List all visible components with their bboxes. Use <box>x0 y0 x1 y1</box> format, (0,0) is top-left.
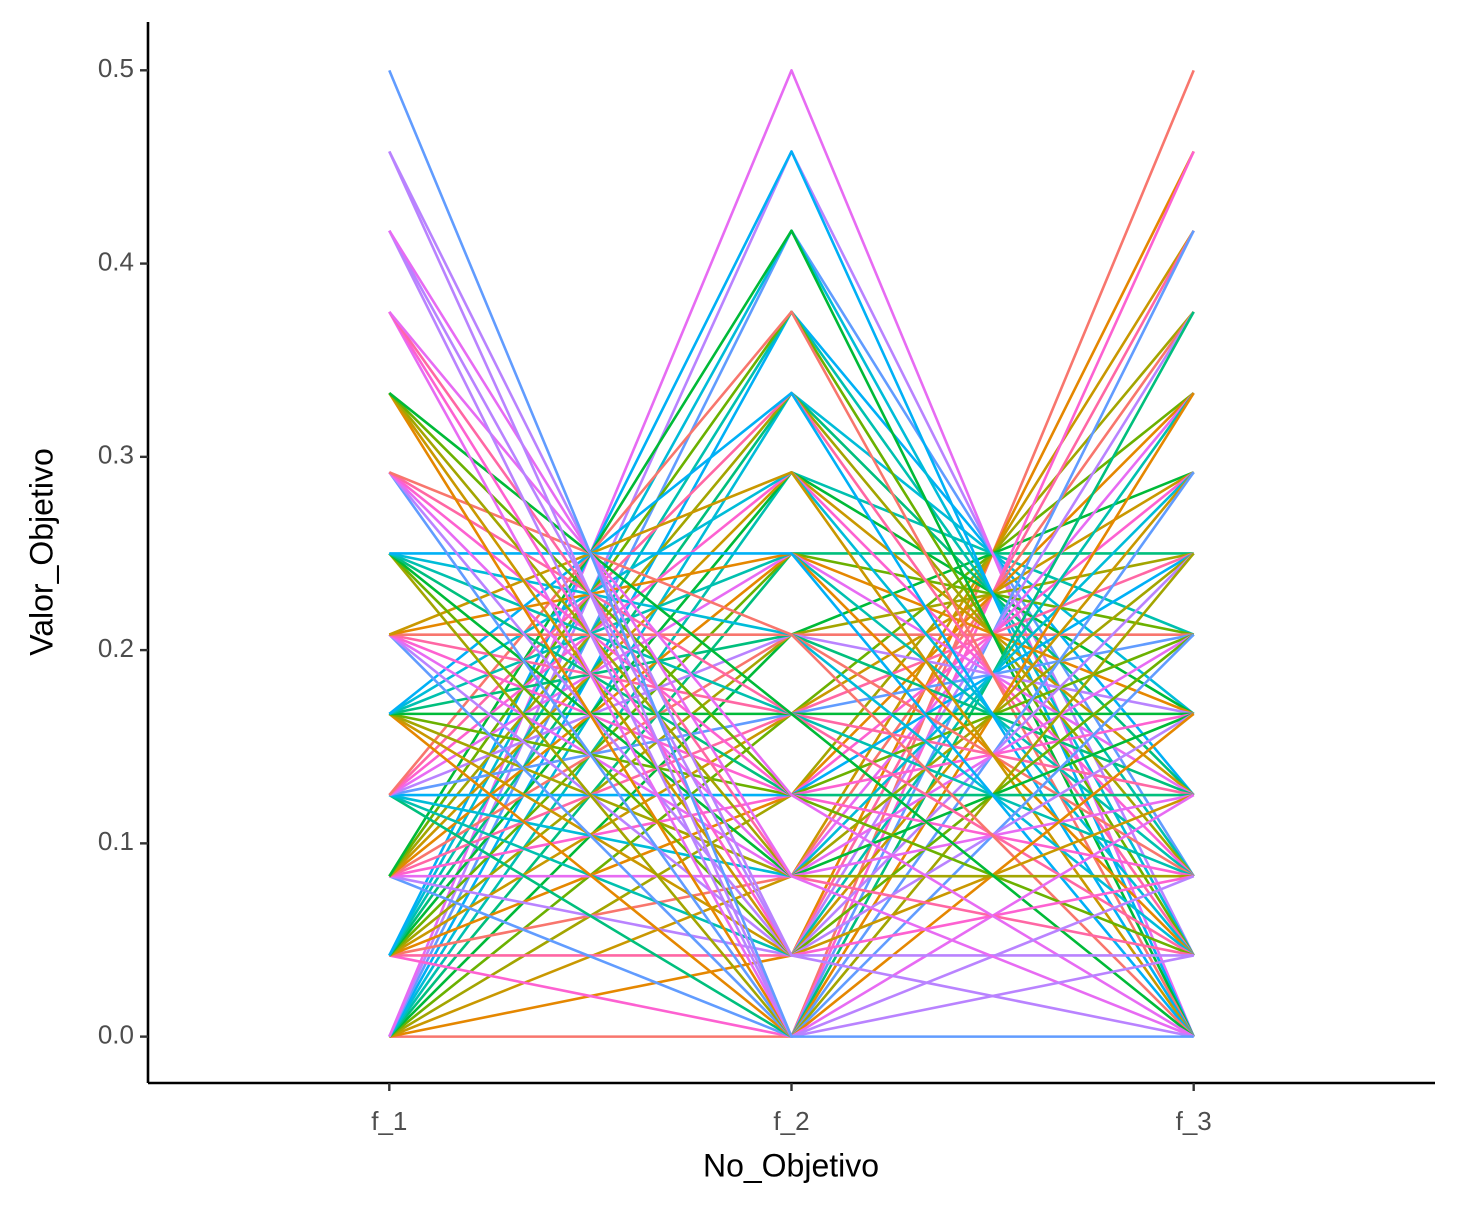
series-line <box>388 69 1194 1038</box>
x-axis-title: No_Objetivo <box>703 1147 879 1183</box>
x-tick-label: f_2 <box>773 1106 809 1136</box>
x-tick-label: f_1 <box>371 1106 407 1136</box>
x-tick-label: f_3 <box>1176 1106 1212 1136</box>
y-tick-label: 0.2 <box>98 633 134 663</box>
y-tick-label: 0.5 <box>98 53 134 83</box>
y-axis-title: Valor_Objetivo <box>23 448 59 656</box>
y-tick-label: 0.3 <box>98 440 134 470</box>
y-tick-label: 0.4 <box>98 246 134 276</box>
series-line <box>388 150 1194 1038</box>
y-tick-label: 0.0 <box>98 1019 134 1049</box>
y-tick-label: 0.1 <box>98 826 134 856</box>
